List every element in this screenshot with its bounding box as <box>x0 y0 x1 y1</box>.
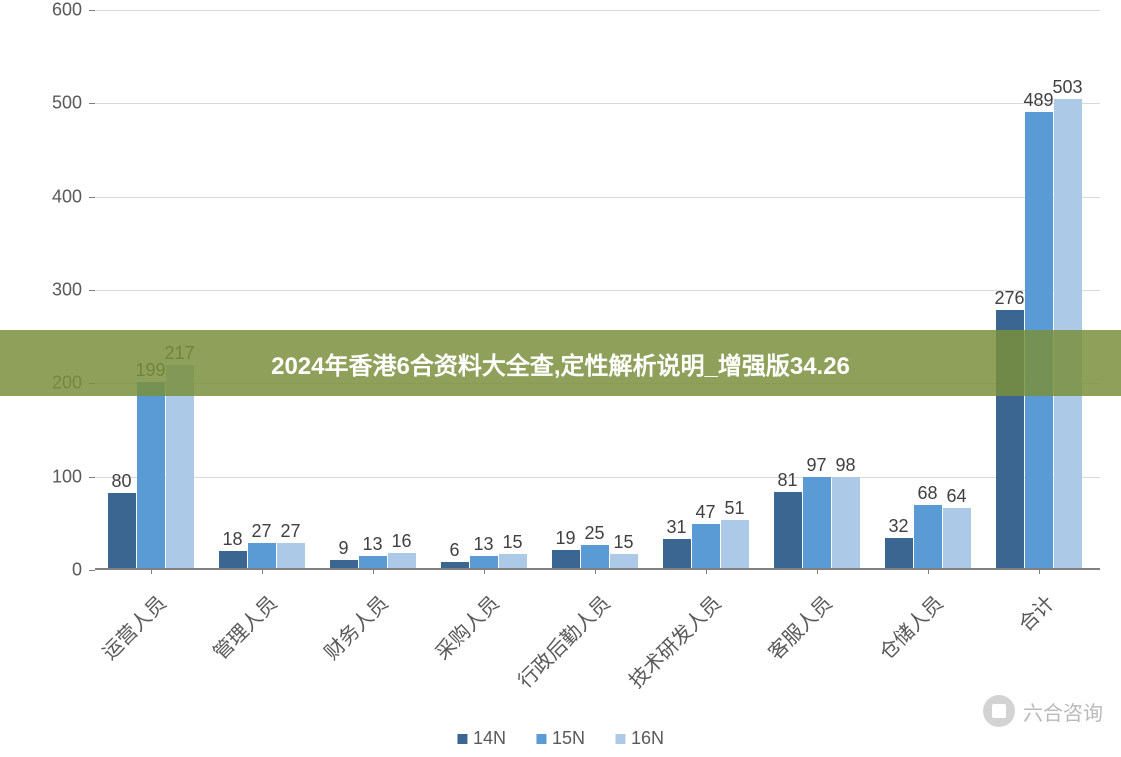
bar: 9 <box>330 560 358 568</box>
bar-value-label: 19 <box>555 528 575 549</box>
bar-value-label: 27 <box>251 521 271 542</box>
y-tick-label: 0 <box>72 560 82 581</box>
chart-container: 0100200300400500600 80199217182727913166… <box>50 10 1100 570</box>
y-tick-label: 500 <box>52 93 82 114</box>
bar-group: 61315 <box>441 554 527 568</box>
bar: 19 <box>552 550 580 568</box>
bar: 51 <box>721 520 749 568</box>
bar-value-label: 32 <box>888 516 908 537</box>
bar-value-label: 31 <box>666 517 686 538</box>
bar-value-label: 13 <box>473 534 493 555</box>
x-category-label: 运营人员 <box>94 588 171 665</box>
bar: 13 <box>359 556 387 568</box>
bar-value-label: 97 <box>806 455 826 476</box>
legend-swatch <box>615 734 625 744</box>
bar-value-label: 27 <box>280 521 300 542</box>
bar: 81 <box>774 492 802 568</box>
x-category-label: 技术研发人员 <box>621 588 726 693</box>
legend-item: 15N <box>536 728 585 749</box>
x-category-label: 客服人员 <box>760 588 837 665</box>
bar-value-label: 503 <box>1052 77 1082 98</box>
bar-value-label: 51 <box>724 498 744 519</box>
bar-value-label: 6 <box>449 540 459 561</box>
bar-value-label: 276 <box>994 288 1024 309</box>
legend-label: 16N <box>631 728 664 749</box>
bar-value-label: 68 <box>917 483 937 504</box>
bar-value-label: 47 <box>695 502 715 523</box>
bar: 31 <box>663 539 691 568</box>
x-category-label: 合计 <box>1010 588 1059 637</box>
gridline <box>95 197 1100 198</box>
y-tick-label: 600 <box>52 0 82 21</box>
x-axis-labels: 运营人员管理人员财务人员采购人员行政后勤人员技术研发人员客服人员仓储人员合计 <box>95 580 1100 680</box>
bar-value-label: 9 <box>338 538 348 559</box>
bar-value-label: 98 <box>835 455 855 476</box>
bar-value-label: 13 <box>362 534 382 555</box>
x-category-label: 行政后勤人员 <box>510 588 615 693</box>
bar-value-label: 15 <box>502 532 522 553</box>
x-category-label: 采购人员 <box>427 588 504 665</box>
gridline <box>95 290 1100 291</box>
legend-item: 16N <box>615 728 664 749</box>
bar-value-label: 15 <box>613 532 633 553</box>
bar-group: 326864 <box>885 505 971 568</box>
overlay-banner: 2024年香港6合资料大全查,定性解析说明_增强版34.26 <box>0 330 1121 396</box>
bar-value-label: 81 <box>777 470 797 491</box>
bar-group: 314751 <box>663 520 749 568</box>
bar-value-label: 25 <box>584 523 604 544</box>
legend-item: 14N <box>457 728 506 749</box>
watermark-text: 六合咨询 <box>1023 697 1103 726</box>
bar: 6 <box>441 562 469 568</box>
bar-value-label: 80 <box>111 471 131 492</box>
x-category-label: 财务人员 <box>316 588 393 665</box>
bar: 16 <box>388 553 416 568</box>
bar: 15 <box>610 554 638 568</box>
bar: 18 <box>219 551 247 568</box>
bar: 68 <box>914 505 942 568</box>
bar: 199 <box>137 382 165 568</box>
bar-group: 91316 <box>330 553 416 568</box>
y-tick-label: 300 <box>52 280 82 301</box>
legend-swatch <box>457 734 467 744</box>
bar: 47 <box>692 524 720 568</box>
bar-group: 819798 <box>774 477 860 568</box>
bar-value-label: 18 <box>222 529 242 550</box>
bar: 98 <box>832 477 860 568</box>
bar: 27 <box>248 543 276 568</box>
bar-group: 182727 <box>219 543 305 568</box>
bar: 64 <box>943 508 971 568</box>
plot-area: 8019921718272791316613151925153147518197… <box>95 10 1100 570</box>
bar: 27 <box>277 543 305 568</box>
legend-swatch <box>536 734 546 744</box>
gridline <box>95 477 1100 478</box>
legend: 14N 15N 16N <box>457 728 664 749</box>
y-axis: 0100200300400500600 <box>50 10 90 570</box>
bar: 13 <box>470 556 498 568</box>
bar: 97 <box>803 477 831 568</box>
wechat-icon <box>983 695 1015 727</box>
bar-value-label: 64 <box>946 486 966 507</box>
bar: 32 <box>885 538 913 568</box>
bar-value-label: 16 <box>391 531 411 552</box>
legend-label: 15N <box>552 728 585 749</box>
bar: 15 <box>499 554 527 568</box>
y-tick-label: 400 <box>52 186 82 207</box>
bar: 25 <box>581 545 609 568</box>
bar-group: 192515 <box>552 545 638 568</box>
gridline <box>95 103 1100 104</box>
y-tick-label: 100 <box>52 466 82 487</box>
watermark: 六合咨询 <box>983 695 1103 727</box>
bar-value-label: 489 <box>1023 90 1053 111</box>
bar: 80 <box>108 493 136 568</box>
x-category-label: 管理人员 <box>205 588 282 665</box>
gridline <box>95 10 1100 11</box>
overlay-text: 2024年香港6合资料大全查,定性解析说明_增强版34.26 <box>271 346 850 381</box>
legend-label: 14N <box>473 728 506 749</box>
x-category-label: 仓储人员 <box>871 588 948 665</box>
